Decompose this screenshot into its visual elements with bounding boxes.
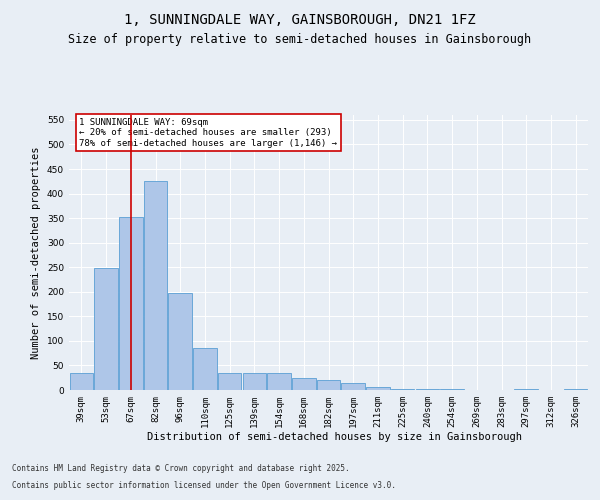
Text: 1, SUNNINGDALE WAY, GAINSBOROUGH, DN21 1FZ: 1, SUNNINGDALE WAY, GAINSBOROUGH, DN21 1… bbox=[124, 12, 476, 26]
Bar bbox=[391, 389, 415, 390]
Bar bbox=[268, 373, 291, 390]
Bar bbox=[341, 382, 365, 390]
Bar bbox=[440, 389, 464, 390]
Text: Contains HM Land Registry data © Crown copyright and database right 2025.: Contains HM Land Registry data © Crown c… bbox=[12, 464, 350, 473]
Bar bbox=[169, 294, 192, 390]
Text: Contains public sector information licensed under the Open Government Licence v3: Contains public sector information licen… bbox=[12, 481, 396, 490]
Bar bbox=[317, 380, 340, 390]
Bar bbox=[564, 389, 587, 390]
Bar bbox=[514, 389, 538, 390]
Bar bbox=[242, 373, 266, 390]
Bar bbox=[366, 386, 389, 390]
Bar bbox=[193, 348, 217, 390]
Text: 1 SUNNINGDALE WAY: 69sqm
← 20% of semi-detached houses are smaller (293)
78% of : 1 SUNNINGDALE WAY: 69sqm ← 20% of semi-d… bbox=[79, 118, 337, 148]
Bar bbox=[218, 373, 241, 390]
Bar bbox=[144, 182, 167, 390]
Bar bbox=[94, 268, 118, 390]
Text: Distribution of semi-detached houses by size in Gainsborough: Distribution of semi-detached houses by … bbox=[148, 432, 522, 442]
Bar bbox=[292, 378, 316, 390]
Bar bbox=[119, 216, 143, 390]
Y-axis label: Number of semi-detached properties: Number of semi-detached properties bbox=[31, 146, 41, 359]
Bar bbox=[70, 373, 93, 390]
Text: Size of property relative to semi-detached houses in Gainsborough: Size of property relative to semi-detach… bbox=[68, 32, 532, 46]
Bar bbox=[416, 389, 439, 390]
